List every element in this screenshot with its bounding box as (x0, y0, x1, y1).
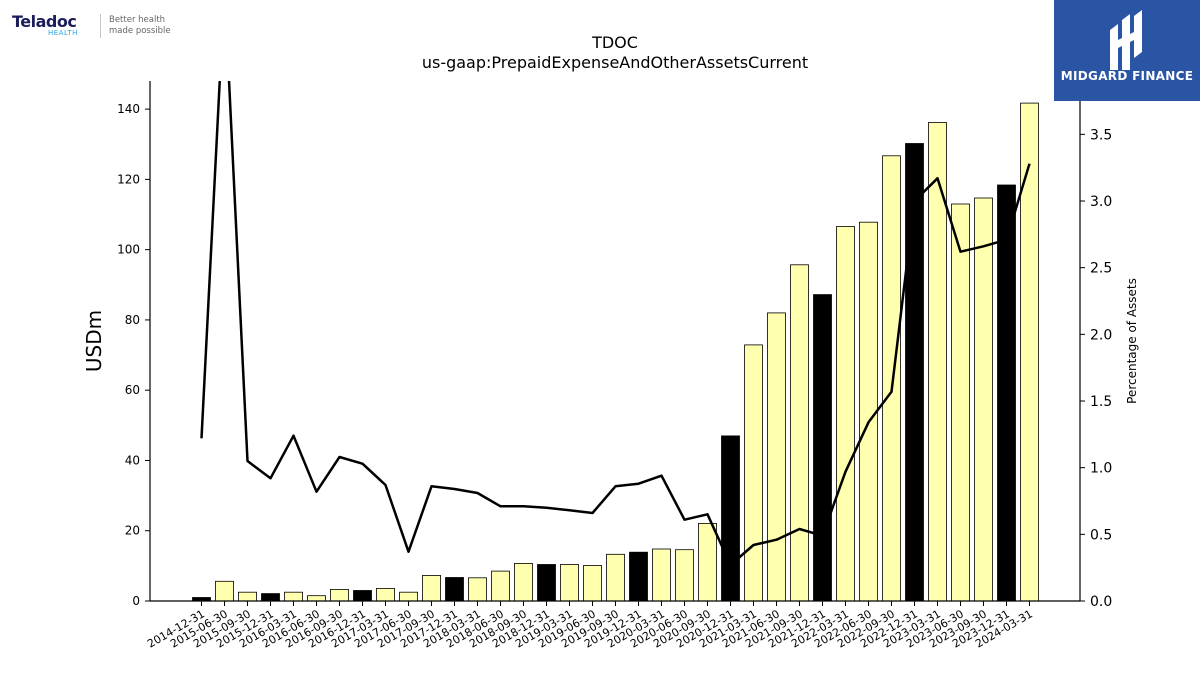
percentage-line (200, 81, 1031, 567)
bar (560, 564, 579, 602)
bar (537, 564, 556, 602)
y-tick-label: 20 (125, 524, 140, 538)
logo-divider (100, 14, 101, 38)
teladoc-logo: Teladoc HEALTH Better health made possib… (12, 12, 172, 42)
bar (238, 591, 257, 602)
y-tick-label: 80 (125, 313, 140, 327)
bar (491, 570, 510, 602)
y2-tick-label: 2.5 (1090, 261, 1112, 277)
y-tick-label: 40 (125, 453, 140, 467)
bar (767, 312, 786, 602)
bar (307, 595, 326, 602)
y2-tick-label: 3.0 (1090, 194, 1112, 210)
bar (836, 226, 855, 602)
y2-tick-label: 2.0 (1090, 327, 1112, 343)
bar (330, 589, 349, 602)
bar (675, 549, 694, 602)
bar (468, 577, 487, 602)
bar (698, 523, 717, 602)
y-tick-label: 0 (132, 594, 140, 608)
bar (905, 143, 924, 602)
bar (284, 591, 303, 602)
y2-tick-label: 3.5 (1090, 127, 1112, 143)
midgard-logo-icon (1110, 10, 1142, 70)
bar (629, 551, 648, 602)
teladoc-logo-text: Teladoc (12, 12, 77, 31)
y2-tick-label: 0.5 (1090, 527, 1112, 543)
teladoc-tagline: Better health made possible (109, 15, 171, 36)
y2-tick-label: 1.5 (1090, 394, 1112, 410)
bar (261, 593, 280, 602)
bar (997, 184, 1016, 602)
bar (859, 221, 878, 602)
y-axis-label: USDm (82, 310, 106, 372)
bar (974, 197, 993, 602)
bar (721, 435, 740, 602)
bar (514, 563, 533, 602)
bar (422, 575, 441, 602)
midgard-finance-logo: MIDGARD FINANCE (1054, 0, 1200, 101)
y2-tick-label: 1.0 (1090, 461, 1112, 477)
bar (445, 577, 464, 602)
chart-title: TDOC (591, 33, 638, 52)
y2-tick-label: 0.0 (1090, 594, 1112, 610)
bar (399, 591, 418, 602)
chart-subtitle: us-gaap:PrepaidExpenseAndOtherAssetsCurr… (422, 53, 808, 72)
bar (882, 155, 901, 602)
bar (951, 203, 970, 602)
bar (215, 580, 234, 602)
bar (1020, 102, 1039, 602)
bar (744, 344, 763, 602)
y-tick-label: 120 (117, 172, 140, 186)
y-tick-label: 60 (125, 383, 140, 397)
y2-axis-label: Percentage of Assets (1125, 278, 1139, 404)
bar (583, 565, 602, 602)
y-tick-label: 140 (117, 102, 140, 116)
bar (813, 294, 832, 602)
teladoc-logo-subtext: HEALTH (48, 29, 78, 37)
bar (790, 264, 809, 602)
midgard-logo-text: MIDGARD FINANCE (1060, 69, 1194, 83)
bar (353, 590, 372, 602)
bar (376, 588, 395, 602)
bar (606, 553, 625, 602)
y-tick-label: 100 (117, 243, 140, 257)
bar (652, 548, 671, 602)
